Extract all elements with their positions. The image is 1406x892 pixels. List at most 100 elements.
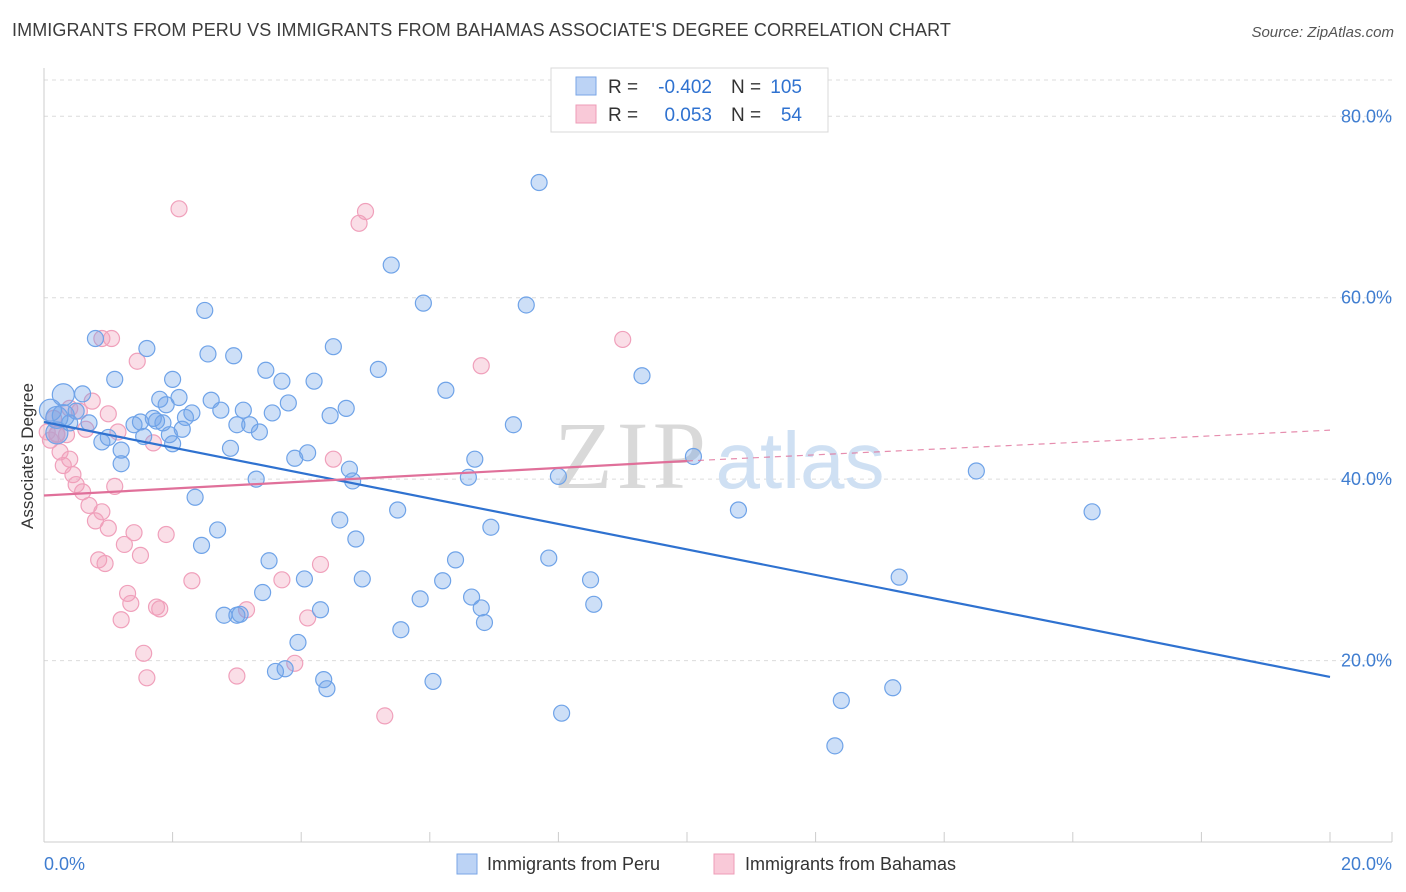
point-bahamas-44 bbox=[324, 450, 342, 468]
point-peru-42 bbox=[231, 605, 249, 623]
point-bahamas-7 bbox=[61, 450, 79, 468]
point-peru-57 bbox=[295, 570, 314, 588]
y-tick-label-0: 20.0% bbox=[1341, 651, 1392, 671]
point-bahamas-36 bbox=[170, 200, 188, 218]
point-peru-89 bbox=[540, 549, 558, 567]
point-peru-84 bbox=[472, 599, 490, 617]
point-peru-34 bbox=[199, 345, 217, 363]
point-peru-60 bbox=[311, 601, 330, 619]
point-bahamas-17 bbox=[93, 503, 111, 521]
point-peru-88 bbox=[530, 173, 548, 192]
legend-n-label-peru: N = bbox=[731, 77, 761, 98]
point-peru-74 bbox=[392, 621, 410, 639]
point-peru-40 bbox=[225, 347, 243, 365]
point-bahamas-29 bbox=[131, 546, 150, 564]
point-peru-43 bbox=[234, 401, 252, 419]
point-peru-100 bbox=[890, 568, 908, 586]
point-bahamas-30 bbox=[135, 644, 153, 662]
point-peru-55 bbox=[286, 449, 304, 467]
point-bahamas-15 bbox=[86, 512, 105, 530]
point-bahamas-19 bbox=[99, 519, 117, 537]
point-peru-18 bbox=[138, 339, 156, 358]
point-bahamas-18 bbox=[96, 554, 114, 573]
point-peru-64 bbox=[324, 338, 342, 356]
point-peru-70 bbox=[353, 570, 371, 588]
point-peru-58 bbox=[299, 444, 317, 462]
point-bahamas-24 bbox=[115, 535, 133, 554]
y-tick-label-3: 80.0% bbox=[1341, 106, 1392, 126]
y-axis-label: Associate's Degree bbox=[18, 383, 37, 529]
point-peru-25 bbox=[164, 370, 182, 388]
point-bahamas-37 bbox=[183, 572, 201, 590]
x-tick-label-0: 0.0% bbox=[44, 854, 85, 874]
grid-lines bbox=[44, 79, 1392, 662]
point-peru-13 bbox=[112, 441, 130, 459]
chart-title: IMMIGRANTS FROM PERU VS IMMIGRANTS FROM … bbox=[12, 20, 951, 40]
point-peru-103 bbox=[504, 416, 522, 434]
x-tick-label-1: 20.0% bbox=[1341, 854, 1392, 874]
watermark-atlas: atlas bbox=[716, 416, 885, 505]
point-peru-56 bbox=[289, 633, 307, 652]
point-peru-94 bbox=[633, 367, 651, 385]
point-bahamas-53 bbox=[99, 405, 117, 423]
bottom-legend-swatch-bahamas bbox=[713, 853, 735, 875]
point-peru-82 bbox=[462, 588, 481, 606]
series-peru-points bbox=[38, 173, 1101, 755]
point-peru-87 bbox=[517, 296, 535, 314]
point-peru-86 bbox=[482, 518, 500, 536]
point-peru-20 bbox=[147, 412, 166, 430]
legend-n-value-bahamas: 54 bbox=[781, 105, 803, 126]
point-peru-47 bbox=[254, 583, 272, 602]
point-bahamas-25 bbox=[118, 584, 137, 603]
point-peru-71 bbox=[369, 360, 387, 378]
point-peru-5 bbox=[45, 421, 69, 445]
point-peru-66 bbox=[337, 399, 355, 417]
trend-lines bbox=[43, 420, 1331, 678]
point-bahamas-41 bbox=[286, 654, 304, 672]
point-peru-50 bbox=[263, 404, 281, 422]
point-peru-51 bbox=[266, 662, 285, 681]
point-peru-0 bbox=[38, 398, 63, 422]
trend-line-peru bbox=[43, 420, 1331, 678]
tick-labels: 20.0% 40.0% 60.0% 80.0% 0.0% 20.0% bbox=[44, 106, 1392, 874]
point-bahamas-49 bbox=[472, 357, 490, 375]
point-peru-53 bbox=[276, 660, 294, 678]
point-peru-19 bbox=[144, 409, 162, 427]
point-peru-46 bbox=[250, 423, 269, 441]
point-peru-48 bbox=[257, 361, 275, 379]
legend-swatch-bahamas bbox=[575, 104, 597, 124]
point-peru-83 bbox=[466, 450, 484, 468]
point-peru-72 bbox=[382, 256, 400, 274]
bottom-legend-label-bahamas: Immigrants from Bahamas bbox=[745, 854, 956, 874]
point-peru-98 bbox=[826, 737, 844, 755]
point-peru-85 bbox=[475, 613, 494, 632]
point-peru-27 bbox=[170, 388, 188, 407]
legend-r-label-bahamas: R = bbox=[608, 105, 638, 126]
bottom-legend-swatch-peru bbox=[456, 853, 478, 875]
point-peru-9 bbox=[86, 329, 105, 348]
point-peru-65 bbox=[331, 511, 349, 529]
point-peru-101 bbox=[967, 462, 985, 480]
point-peru-73 bbox=[389, 501, 407, 519]
point-bahamas-46 bbox=[356, 202, 375, 221]
y-tick-label-2: 60.0% bbox=[1341, 288, 1392, 308]
point-peru-6 bbox=[67, 402, 85, 420]
watermark-zip: ZIP bbox=[554, 402, 710, 509]
series-legend: Immigrants from Peru Immigrants from Bah… bbox=[456, 853, 956, 875]
correlation-legend: R = -0.402 N = 105 R = 0.053 N = 54 bbox=[550, 67, 829, 133]
bottom-legend-label-peru: Immigrants from Peru bbox=[487, 854, 660, 874]
point-peru-79 bbox=[437, 381, 455, 399]
point-peru-52 bbox=[273, 372, 291, 390]
point-peru-104 bbox=[228, 416, 246, 434]
point-peru-7 bbox=[73, 385, 92, 403]
point-bahamas-40 bbox=[273, 571, 291, 589]
trend-line-bahamas bbox=[43, 459, 688, 497]
legend-r-label-peru: R = bbox=[608, 77, 638, 98]
point-bahamas-28 bbox=[128, 352, 146, 370]
legend-n-value-peru: 105 bbox=[770, 77, 802, 98]
legend-swatch-peru bbox=[575, 76, 597, 96]
point-bahamas-42 bbox=[299, 609, 317, 627]
point-peru-31 bbox=[186, 488, 204, 506]
point-peru-97 bbox=[832, 691, 850, 710]
